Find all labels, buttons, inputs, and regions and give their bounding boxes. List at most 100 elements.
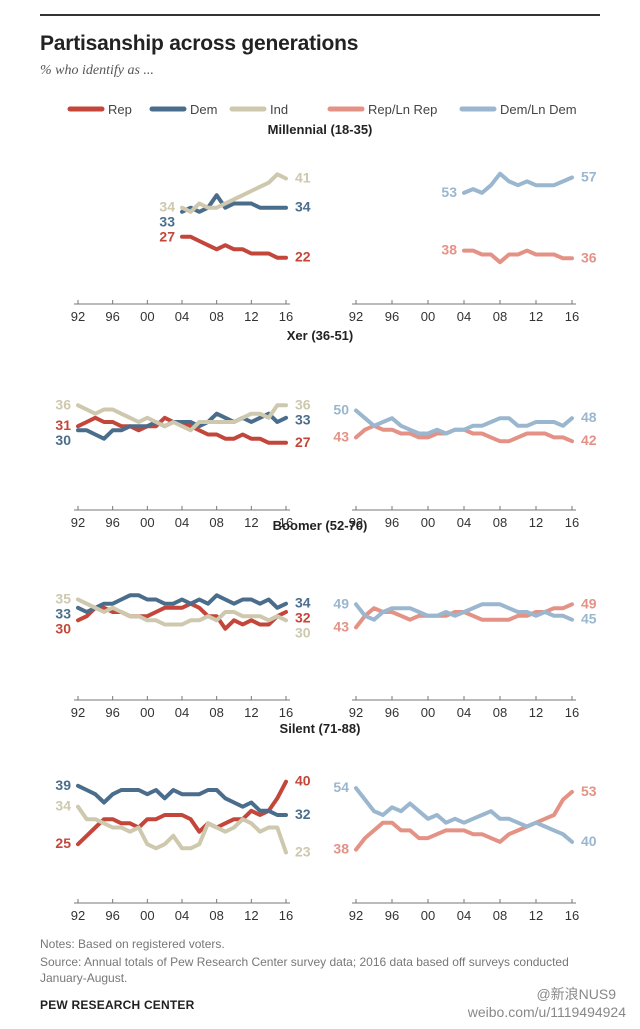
end-label-left-2-0: 35	[55, 591, 71, 607]
x-tick-label-right-0-1: 96	[385, 309, 399, 324]
x-tick-label-right-2-1: 96	[385, 705, 399, 720]
series-line-ind-1	[76, 403, 288, 433]
x-tick-label-left-1-6: 16	[279, 515, 293, 530]
x-tick-label-right-3-1: 96	[385, 908, 399, 923]
end-label-left-3-0: 39	[55, 777, 71, 793]
panel-title-2: Boomer (52-70)	[273, 518, 368, 533]
x-tick-label-left-1-2: 00	[140, 515, 154, 530]
x-tick-label-left-2-0: 92	[71, 705, 85, 720]
end-label-right2-3-0: 53	[581, 783, 597, 799]
chart-title: Partisanship across generations	[40, 32, 359, 55]
x-tick-label-right-2-4: 08	[493, 705, 507, 720]
series-line-rep-2	[76, 601, 288, 631]
x-tick-label-right-0-6: 16	[565, 309, 579, 324]
end-label-left2-3-1: 38	[333, 841, 349, 857]
top-rule	[40, 14, 600, 16]
panel-title-3: Silent (71-88)	[280, 721, 361, 736]
x-tick-label-left-2-3: 04	[175, 705, 189, 720]
end-label-left2-3-0: 54	[333, 779, 349, 795]
x-tick-label-right-0-4: 08	[493, 309, 507, 324]
x-tick-label-right-0-2: 00	[421, 309, 435, 324]
x-tick-label-left-1-0: 92	[71, 515, 85, 530]
end-label-left2-0-0: 53	[441, 184, 457, 200]
x-tick-label-left-1-5: 12	[244, 515, 258, 530]
end-label-right2-0-0: 57	[581, 169, 597, 185]
end-label-right-2-2: 30	[295, 625, 311, 641]
end-label-left-1-1: 31	[55, 417, 71, 433]
end-label-right2-2-0: 49	[581, 595, 597, 611]
end-label-right2-1-1: 42	[581, 432, 597, 448]
x-tick-label-left-3-5: 12	[244, 908, 258, 923]
watermark-handle: @新浪NUS9	[536, 986, 616, 1002]
series-line-dem-ln-dem-2	[354, 602, 574, 622]
end-label-left-0-1: 33	[159, 214, 175, 230]
series-line-rep-ln-rep-0	[462, 248, 574, 265]
x-tick-label-left-0-6: 16	[279, 309, 293, 324]
x-tick-label-left-0-4: 08	[209, 309, 223, 324]
series-line-dem-1	[76, 411, 288, 441]
end-label-left-2-2: 30	[55, 621, 71, 637]
panel-title-1: Xer (36-51)	[287, 328, 353, 343]
x-tick-label-right-3-6: 16	[565, 908, 579, 923]
end-label-right-1-0: 36	[295, 396, 311, 412]
series-line-rep-3	[76, 779, 288, 847]
series-line-dem-0	[180, 193, 288, 214]
x-tick-label-right-3-0: 92	[349, 908, 363, 923]
x-tick-label-right-2-6: 16	[565, 705, 579, 720]
series-line-rep-0	[180, 234, 288, 260]
end-label-right-1-2: 27	[295, 434, 311, 450]
series-line-dem-ln-dem-1	[354, 408, 574, 436]
x-tick-label-right-2-3: 04	[457, 705, 471, 720]
panel-title-0: Millennial (18-35)	[268, 122, 373, 137]
end-label-left-3-1: 34	[55, 798, 71, 814]
legend-label-2: Ind	[270, 102, 288, 117]
chart-subtitle: % who identify as ...	[40, 63, 154, 78]
x-tick-label-left-3-1: 96	[105, 908, 119, 923]
end-label-right-2-1: 32	[295, 610, 311, 626]
x-tick-label-right-2-0: 92	[349, 705, 363, 720]
end-label-right-0-1: 34	[295, 199, 311, 215]
legend-label-0: Rep	[108, 102, 132, 117]
x-tick-label-left-3-6: 16	[279, 908, 293, 923]
x-tick-label-right-1-5: 12	[529, 515, 543, 530]
end-label-left2-0-1: 38	[441, 242, 457, 258]
x-tick-label-left-3-2: 00	[140, 908, 154, 923]
series-line-ind-3	[76, 804, 288, 855]
x-tick-label-left-0-0: 92	[71, 309, 85, 324]
series-line-dem-ln-dem-3	[354, 786, 574, 844]
x-tick-label-right-3-2: 00	[421, 908, 435, 923]
end-label-left-1-2: 30	[55, 432, 71, 448]
x-tick-label-right-3-4: 08	[493, 908, 507, 923]
source-org: PEW RESEARCH CENTER	[40, 998, 195, 1012]
watermark-url: weibo.com/u/1119494924	[467, 1004, 626, 1020]
x-tick-label-right-2-2: 00	[421, 705, 435, 720]
x-tick-label-left-2-2: 00	[140, 705, 154, 720]
x-tick-label-left-2-1: 96	[105, 705, 119, 720]
x-tick-label-left-0-3: 04	[175, 309, 189, 324]
legend-label-3: Rep/Ln Rep	[368, 102, 437, 117]
source-text: Source: Annual totals of Pew Research Ce…	[40, 955, 569, 985]
legend-label-1: Dem	[190, 102, 217, 117]
series-line-dem-3	[76, 783, 288, 817]
x-tick-label-left-1-3: 04	[175, 515, 189, 530]
legend-label-4: Dem/Ln Dem	[500, 102, 577, 117]
end-label-right2-1-0: 48	[581, 409, 597, 425]
x-tick-label-left-1-1: 96	[105, 515, 119, 530]
end-label-right-3-0: 40	[295, 773, 311, 789]
end-label-right2-3-1: 40	[581, 833, 597, 849]
x-tick-label-right-3-5: 12	[529, 908, 543, 923]
series-line-dem-ln-dem-0	[462, 171, 574, 195]
end-label-left-2-1: 33	[55, 606, 71, 622]
end-label-left-0-2: 27	[159, 229, 175, 245]
series-line-dem-2	[76, 593, 288, 614]
x-tick-label-right-1-3: 04	[457, 515, 471, 530]
end-label-right-0-0: 41	[295, 170, 311, 186]
end-label-left2-1-1: 43	[333, 428, 349, 444]
x-tick-label-left-3-0: 92	[71, 908, 85, 923]
x-tick-label-right-1-2: 00	[421, 515, 435, 530]
x-tick-label-right-3-3: 04	[457, 908, 471, 923]
x-tick-label-left-2-5: 12	[244, 705, 258, 720]
end-label-right2-2-1: 45	[581, 611, 597, 627]
x-tick-label-right-0-3: 04	[457, 309, 471, 324]
